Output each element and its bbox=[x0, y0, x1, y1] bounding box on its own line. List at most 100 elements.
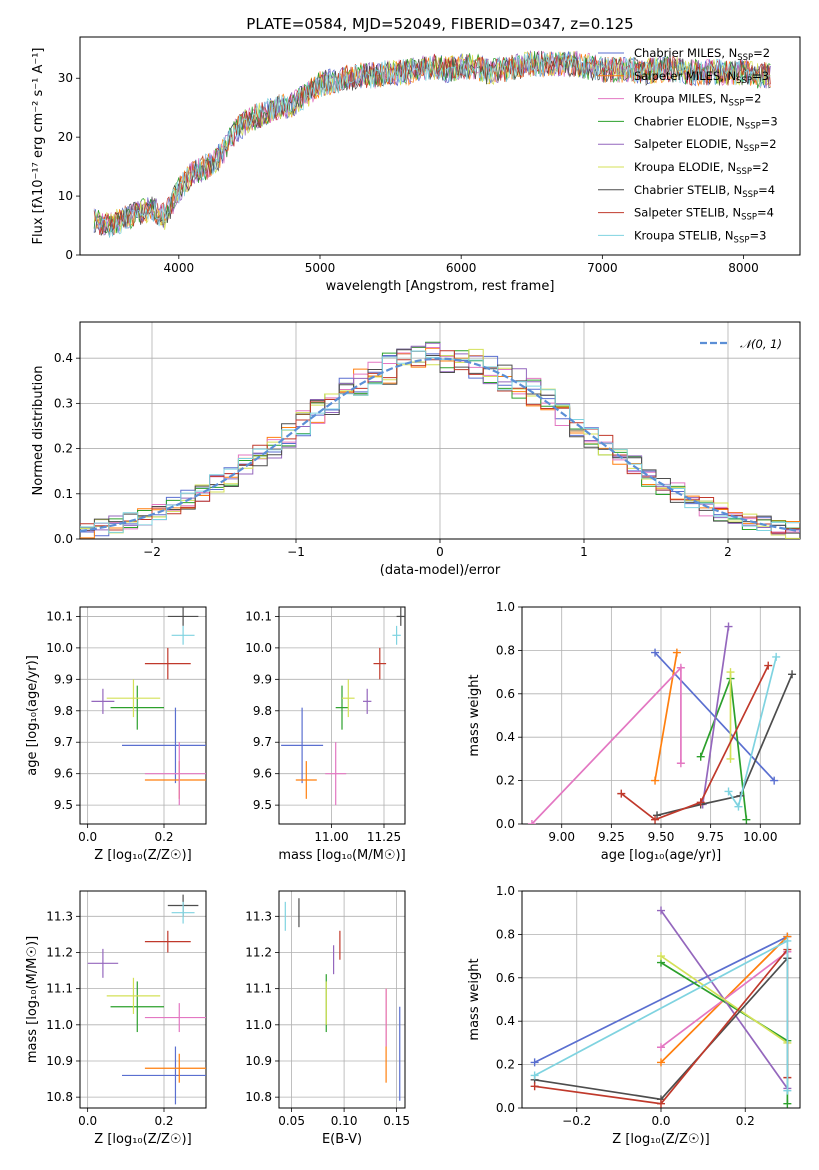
x-tick-label: 0.05 bbox=[278, 1114, 305, 1128]
weight_vs_Z-lines bbox=[530, 906, 792, 1108]
y-tick-label: 0.4 bbox=[496, 1014, 515, 1028]
weight-marker bbox=[657, 1058, 665, 1067]
legend-entry: Kroupa MILES, NSSP=2 bbox=[634, 92, 761, 109]
weight-marker bbox=[657, 1099, 665, 1108]
y-tick-label: 10.8 bbox=[46, 1090, 73, 1104]
weight-series-8 bbox=[620, 665, 769, 821]
x-tick-label: 5000 bbox=[305, 261, 336, 275]
y-axis-label: Flux [fλ10⁻¹⁷ erg cm⁻² s⁻¹ A⁻¹] bbox=[31, 48, 46, 245]
figure-title: PLATE=0584, MJD=52049, FIBERID=0347, z=0… bbox=[246, 15, 633, 33]
age_vs_Z-errorbars bbox=[91, 607, 206, 806]
weight-series-3 bbox=[531, 665, 682, 824]
x-tick-label: 6000 bbox=[446, 261, 477, 275]
y-tick-label: 11.2 bbox=[245, 945, 272, 959]
y-tick-label: 0.6 bbox=[496, 971, 515, 985]
legend-entry: Salpeter MILES, NSSP=3 bbox=[634, 69, 769, 86]
y-tick-label: 11.0 bbox=[46, 1018, 73, 1032]
normal-reference-curve bbox=[80, 357, 800, 533]
weight-series-5 bbox=[701, 626, 730, 805]
weight-marker bbox=[530, 1071, 539, 1080]
y-axis-label: mass [log₁₀(M/M☉)] bbox=[25, 936, 40, 1063]
y-axis-label: mass weight bbox=[467, 674, 482, 756]
weight-marker bbox=[617, 789, 626, 798]
x-tick-label: 0.10 bbox=[331, 1114, 358, 1128]
y-tick-label: 0.0 bbox=[496, 1101, 515, 1115]
y-tick-label: 0.4 bbox=[496, 730, 515, 744]
x-axis-label: (data-model)/error bbox=[380, 563, 501, 578]
y-tick-label: 0.2 bbox=[54, 442, 73, 456]
x-tick-label: 0.2 bbox=[154, 830, 173, 844]
residual-legend: 𝒩(0, 1) bbox=[700, 337, 782, 351]
legend-entry: Chabrier STELIB, NSSP=4 bbox=[634, 183, 775, 200]
x-tick-label: −1 bbox=[287, 545, 305, 559]
x-tick-label: 9.75 bbox=[697, 830, 724, 844]
spectrum-series-9 bbox=[93, 51, 771, 238]
weight-series-1 bbox=[534, 935, 788, 1064]
weight-marker bbox=[651, 776, 660, 785]
weight_vs_age-lines bbox=[527, 622, 797, 824]
y-tick-label: 9.9 bbox=[253, 672, 272, 686]
x-tick-label: 11.25 bbox=[367, 830, 401, 844]
x-tick-label: 0.15 bbox=[383, 1114, 410, 1128]
y-tick-label: 0.8 bbox=[496, 927, 515, 941]
x-axis-label: Z [log₁₀(Z/Z☉)] bbox=[94, 848, 191, 863]
x-tick-label: 8000 bbox=[728, 261, 759, 275]
weight-marker bbox=[657, 952, 665, 961]
y-tick-label: 11.1 bbox=[245, 982, 272, 996]
y-axis-label: mass weight bbox=[467, 958, 482, 1040]
weight-series-4 bbox=[699, 678, 748, 820]
weight-series-2 bbox=[654, 652, 678, 781]
weight-marker bbox=[651, 648, 660, 657]
weight-marker bbox=[527, 820, 536, 824]
y-tick-label: 0.4 bbox=[54, 351, 73, 365]
y-tick-label: 0.0 bbox=[54, 532, 73, 546]
x-tick-label: 9.50 bbox=[648, 830, 675, 844]
weight-marker bbox=[657, 906, 665, 915]
weight-marker bbox=[770, 776, 779, 785]
y-tick-label: 10.0 bbox=[46, 641, 73, 655]
spectrum-frame bbox=[79, 36, 801, 256]
legend-entry: Kroupa ELODIE, NSSP=2 bbox=[634, 160, 769, 177]
y-tick-label: 0.2 bbox=[496, 1058, 515, 1072]
y-tick-label: 9.8 bbox=[54, 704, 73, 718]
weight-marker bbox=[783, 1086, 792, 1095]
x-tick-label: −0.2 bbox=[562, 1114, 591, 1128]
weight-marker bbox=[530, 1058, 539, 1067]
y-tick-label: 9.9 bbox=[54, 672, 73, 686]
x-tick-label: 2 bbox=[724, 545, 732, 559]
age_vs_Z-axes: 0.0 0.2 9.5 9.6 9.7 9.8 9.9 10.0 10.1 Z [log₁₀(Z/… bbox=[25, 606, 207, 863]
x-axis-label: Z [log₁₀(Z/Z☉)] bbox=[612, 1132, 709, 1147]
weight-marker bbox=[530, 1082, 539, 1091]
weight-marker bbox=[734, 802, 743, 811]
y-tick-label: 1.0 bbox=[496, 884, 515, 898]
legend-entry: Salpeter ELODIE, NSSP=2 bbox=[634, 137, 777, 154]
residuals-frame bbox=[79, 321, 801, 540]
x-tick-label: 0.0 bbox=[651, 1114, 670, 1128]
x-axis-label: wavelength [Angstrom, rest frame] bbox=[326, 279, 555, 294]
x-tick-label: −2 bbox=[143, 545, 161, 559]
y-tick-label: 11.3 bbox=[46, 909, 73, 923]
y-tick-label: 10.1 bbox=[46, 609, 73, 623]
weight-marker bbox=[783, 1099, 792, 1108]
y-tick-label: 10.9 bbox=[46, 1054, 73, 1068]
y-tick-label: 10.1 bbox=[245, 609, 272, 623]
legend-entry: 𝒩(0, 1) bbox=[740, 337, 782, 351]
age_vs_Z-frame bbox=[79, 606, 207, 825]
x-tick-label: 11.00 bbox=[314, 830, 348, 844]
weight-marker bbox=[676, 663, 685, 672]
y-tick-label: 0 bbox=[65, 248, 73, 262]
weight-marker bbox=[783, 936, 792, 945]
y-axis-label: Normed distribution bbox=[31, 366, 46, 496]
weight-marker bbox=[657, 1043, 665, 1052]
x-tick-label: 7000 bbox=[587, 261, 618, 275]
y-tick-label: 10.8 bbox=[245, 1090, 272, 1104]
x-axis-label: Z [log₁₀(Z/Z☉)] bbox=[94, 1132, 191, 1147]
y-tick-label: 11.0 bbox=[245, 1018, 272, 1032]
mass_vs_Z-frame bbox=[79, 890, 207, 1109]
y-tick-label: 9.5 bbox=[253, 798, 272, 812]
weight-marker bbox=[724, 787, 733, 796]
spectrum-series-8 bbox=[93, 52, 771, 236]
weight_vs_Z-frame bbox=[521, 890, 801, 1109]
weight-marker bbox=[651, 815, 660, 824]
